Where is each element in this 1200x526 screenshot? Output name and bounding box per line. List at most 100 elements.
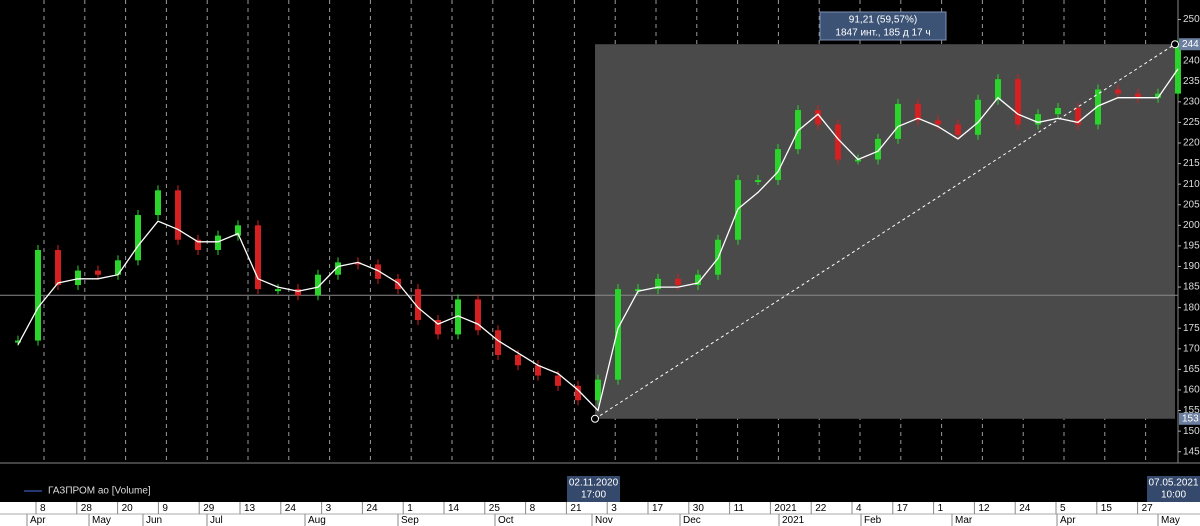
x-tick-label: 29	[203, 503, 215, 514]
y-tick-label: 210	[1183, 179, 1200, 190]
x-tick-label: 17	[652, 503, 664, 514]
x-tick-label: 14	[448, 503, 460, 514]
date-box-date: 07.05.2021	[1148, 478, 1198, 489]
measure-end	[1171, 40, 1179, 49]
x-tick-label: 9	[162, 503, 168, 514]
measure-info	[819, 11, 947, 41]
date-box	[1147, 476, 1200, 502]
candle	[835, 124, 841, 160]
candle	[635, 289, 641, 292]
month-label: May	[92, 515, 111, 526]
y-tick-label: 145	[1183, 446, 1200, 457]
candle	[655, 278, 661, 290]
price-box-label: 244	[1182, 39, 1199, 50]
y-tick-label: 155	[1183, 405, 1200, 416]
candle	[1095, 89, 1101, 125]
candle	[275, 289, 281, 292]
month-label: Aug	[308, 515, 326, 526]
candle	[315, 274, 321, 296]
y-tick-label: 160	[1183, 385, 1200, 396]
candle	[75, 270, 81, 286]
candle	[755, 180, 761, 183]
candle	[1035, 114, 1041, 125]
candle	[195, 239, 201, 251]
moving-average	[17, 68, 1179, 412]
y-tick-label: 165	[1183, 364, 1200, 375]
candle	[415, 289, 421, 320]
x-tick-label: 3	[611, 503, 617, 514]
month-label: Nov	[595, 515, 613, 526]
y-tick-label: 235	[1183, 76, 1200, 87]
y-tick-label: 200	[1183, 220, 1200, 231]
y-tick-label: 150	[1183, 426, 1200, 437]
x-tick-label: 4	[856, 503, 862, 514]
candle	[875, 138, 881, 160]
candle	[155, 190, 161, 216]
candle	[375, 264, 381, 279]
candle	[855, 159, 861, 162]
candle	[495, 330, 501, 355]
y-tick-label: 185	[1183, 282, 1200, 293]
month-label: Dec	[683, 515, 701, 526]
candle	[895, 103, 901, 139]
x-tick-label: 8	[530, 503, 536, 514]
candle	[95, 270, 101, 275]
y-tick-label: 240	[1183, 55, 1200, 66]
month-label: Apr	[1060, 515, 1076, 526]
x-tick-label: 13	[244, 503, 256, 514]
candle	[15, 340, 21, 343]
candle	[175, 190, 181, 240]
price-box	[1179, 38, 1200, 51]
candle	[675, 278, 681, 286]
candle	[475, 299, 481, 331]
month-label: May	[1161, 515, 1180, 526]
legend-label: ГАЗПРОМ ао [Volume]	[48, 486, 151, 497]
candle	[55, 250, 61, 286]
candle	[615, 289, 621, 380]
candle	[435, 319, 441, 335]
candle	[355, 262, 361, 265]
candle	[295, 289, 301, 296]
candle	[795, 110, 801, 150]
candle	[1015, 79, 1021, 125]
x-tick-label: 24	[285, 503, 297, 514]
month-label: Apr	[30, 515, 46, 526]
x-tick-label: 12	[978, 503, 990, 514]
y-tick-label: 230	[1183, 96, 1200, 107]
candle	[235, 225, 241, 236]
x-tick-label: 8	[40, 503, 46, 514]
candle	[455, 299, 461, 335]
date-box-date: 02.11.2020	[569, 478, 619, 489]
candle	[1115, 89, 1121, 94]
candle	[1055, 108, 1061, 115]
date-box	[567, 476, 620, 502]
candle	[935, 120, 941, 125]
candle	[335, 262, 341, 275]
candle	[575, 385, 581, 401]
candle	[695, 274, 701, 286]
x-tick-label: 24	[366, 503, 378, 514]
month-label: Sep	[401, 515, 419, 526]
month-label: Jun	[146, 515, 162, 526]
candle	[35, 250, 41, 341]
x-tick-label: 30	[693, 503, 705, 514]
x-tick-label: 1	[407, 503, 413, 514]
x-tick-label: 27	[1142, 503, 1154, 514]
x-tick-label: 5	[1060, 503, 1066, 514]
price-box-label: 153	[1182, 413, 1199, 424]
x-tick-label: 24	[1019, 503, 1031, 514]
x-tick-label: 21	[570, 503, 582, 514]
month-label: Feb	[864, 515, 882, 526]
candle	[515, 354, 521, 366]
candle	[535, 365, 541, 376]
x-tick-label: 17	[897, 503, 909, 514]
measure-change: 91,21 (59,57%)	[849, 15, 917, 26]
x-tick-label: 22	[815, 503, 827, 514]
candle	[955, 124, 961, 135]
candle	[115, 260, 121, 275]
date-box-time: 10:00	[1161, 490, 1186, 501]
y-tick-label: 190	[1183, 261, 1200, 272]
month-label: Jul	[210, 515, 223, 526]
x-tick-label: 3	[326, 503, 332, 514]
